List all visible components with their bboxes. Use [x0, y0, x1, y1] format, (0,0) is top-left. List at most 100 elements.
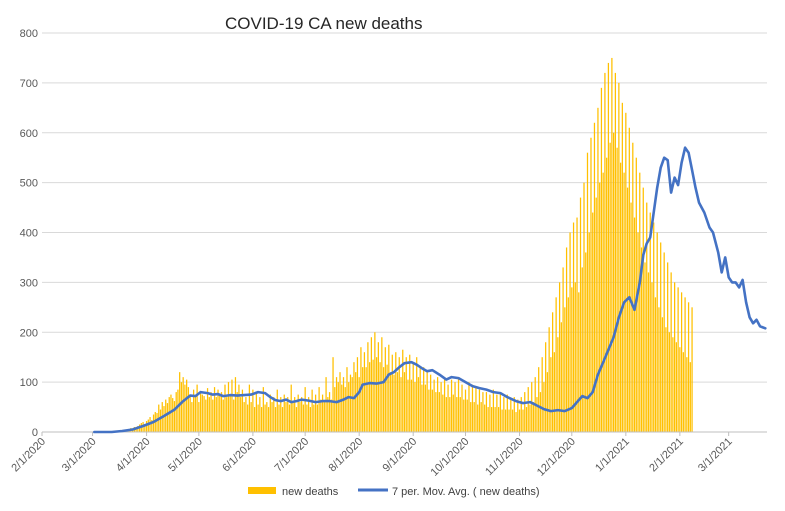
x-tick-label: 5/1/2020	[166, 436, 205, 475]
bar	[606, 157, 608, 432]
bar	[346, 367, 348, 432]
bar	[487, 407, 489, 432]
bar	[278, 404, 280, 432]
bar	[295, 407, 298, 432]
bar	[337, 382, 339, 432]
bar	[379, 362, 381, 432]
bar	[459, 397, 461, 432]
x-tick-label: 7/1/2020	[273, 436, 312, 475]
bar	[271, 402, 273, 432]
bar	[625, 112, 627, 433]
bar	[163, 406, 165, 432]
bar	[515, 412, 517, 432]
bar	[555, 297, 557, 432]
bar	[180, 382, 183, 432]
bar	[667, 262, 669, 432]
bar	[166, 403, 169, 432]
moving-average-line	[93, 146, 767, 434]
bar	[489, 394, 491, 432]
y-axis-ticks: 0 100 200 300 400 500 600 700 800	[20, 28, 38, 439]
bar	[581, 267, 583, 432]
y-tick-label: 500	[20, 178, 38, 190]
x-tick-label: 1/1/2021	[593, 436, 632, 475]
bar	[266, 402, 268, 432]
bar	[187, 387, 190, 432]
bar	[654, 297, 657, 432]
bar	[564, 307, 566, 432]
bar	[562, 267, 564, 432]
bar	[595, 197, 597, 432]
bar	[170, 394, 172, 432]
bar	[614, 72, 617, 433]
bar	[255, 392, 257, 432]
bar	[660, 242, 662, 432]
bar	[177, 389, 179, 432]
bar	[466, 399, 468, 432]
bar	[304, 387, 306, 432]
bar	[290, 384, 292, 432]
bar	[548, 327, 550, 432]
bar	[419, 367, 421, 432]
bar	[552, 312, 554, 432]
bar	[630, 202, 632, 432]
bar	[335, 377, 338, 432]
x-tick-label: 2/1/2020	[9, 436, 48, 475]
bar	[179, 372, 181, 432]
bar	[475, 387, 477, 432]
bar	[234, 377, 237, 432]
bar	[349, 374, 352, 432]
y-tick-label: 700	[20, 78, 38, 90]
bar	[175, 392, 177, 432]
bar	[553, 352, 556, 432]
bar	[616, 147, 618, 432]
bar	[428, 389, 430, 432]
bar	[389, 372, 392, 432]
bar	[576, 217, 578, 432]
bar	[321, 394, 324, 432]
bar	[172, 398, 174, 432]
bar	[560, 322, 562, 432]
x-tick-label: 11/1/2020	[483, 436, 526, 479]
bar	[313, 404, 315, 432]
gridlines	[42, 32, 767, 383]
bar	[365, 367, 367, 432]
bar	[478, 389, 481, 432]
bar	[674, 282, 676, 432]
bar	[327, 397, 329, 432]
bar	[470, 402, 472, 432]
bar	[525, 407, 528, 432]
bar	[224, 384, 226, 432]
bar	[496, 394, 498, 432]
bar	[283, 394, 285, 432]
bar	[604, 72, 606, 433]
bar	[539, 392, 542, 432]
bar	[229, 394, 231, 432]
bar	[457, 377, 460, 432]
bar	[436, 377, 439, 432]
bar	[414, 382, 416, 432]
bar	[301, 397, 303, 432]
bar	[219, 394, 221, 432]
bar	[567, 297, 569, 432]
bar	[273, 397, 275, 432]
bar	[403, 372, 406, 432]
bar	[497, 407, 500, 432]
bar	[602, 172, 604, 432]
bar	[233, 399, 235, 432]
bar	[452, 394, 454, 432]
bar	[367, 342, 369, 432]
bar	[532, 402, 535, 432]
bar	[287, 397, 289, 432]
bar	[651, 282, 653, 432]
bar	[147, 419, 149, 432]
bar	[536, 397, 538, 432]
bar	[192, 389, 195, 432]
bar	[691, 307, 693, 432]
bar	[628, 127, 630, 432]
bar	[473, 402, 475, 432]
bar	[196, 384, 198, 432]
bar	[407, 379, 409, 432]
bar	[687, 302, 690, 432]
bar	[323, 402, 325, 432]
bar	[482, 392, 484, 432]
